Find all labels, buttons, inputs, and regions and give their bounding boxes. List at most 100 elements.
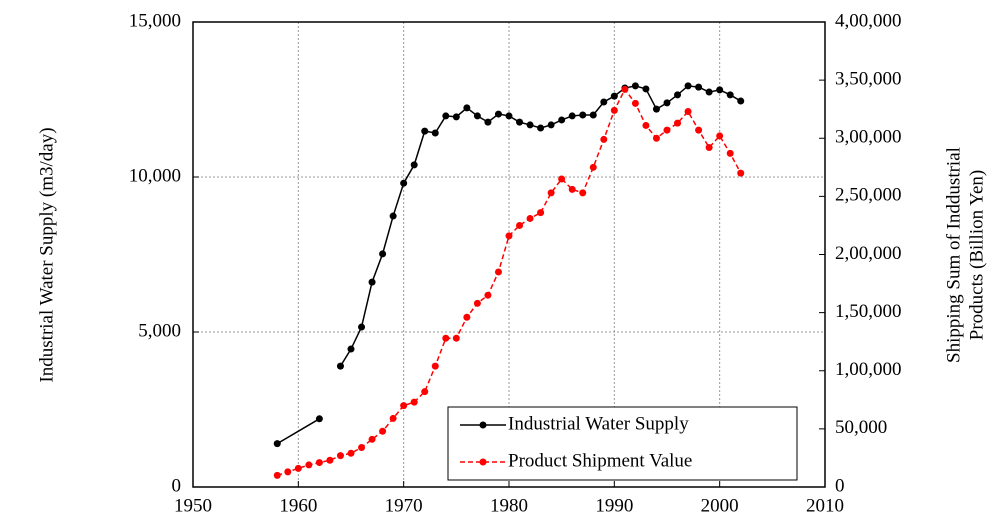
data-point xyxy=(400,179,408,187)
data-point xyxy=(315,459,323,467)
plot-frame xyxy=(192,21,826,488)
data-point xyxy=(705,88,713,96)
data-point xyxy=(473,299,481,307)
data-point xyxy=(600,98,608,106)
data-point xyxy=(716,132,724,140)
data-point xyxy=(663,126,671,134)
data-point xyxy=(379,250,387,258)
data-point xyxy=(516,221,524,229)
data-point xyxy=(347,345,355,353)
data-point xyxy=(273,471,281,479)
data-point xyxy=(726,91,734,99)
data-point xyxy=(674,119,682,127)
data-point xyxy=(526,121,534,129)
data-point xyxy=(442,334,450,342)
y-tick-label: 10,000 xyxy=(129,165,181,186)
data-point xyxy=(410,161,418,169)
y2-tick-label: 1,00,000 xyxy=(835,359,902,380)
data-point xyxy=(336,362,344,370)
data-point xyxy=(610,106,618,114)
legend-marker xyxy=(479,421,487,429)
data-point xyxy=(652,105,660,113)
x-tick-label: 1990 xyxy=(595,495,633,516)
data-point xyxy=(463,104,471,112)
data-point xyxy=(452,113,460,121)
data-point xyxy=(273,440,281,448)
data-point xyxy=(537,124,545,132)
data-point xyxy=(674,91,682,99)
data-point xyxy=(463,313,471,321)
data-point xyxy=(358,443,366,451)
data-point xyxy=(326,456,334,464)
data-point xyxy=(579,189,587,197)
y2-tick-label: 2,00,000 xyxy=(835,243,902,264)
data-point xyxy=(726,149,734,157)
data-point xyxy=(589,111,597,119)
legend-label: Product Shipment Value xyxy=(508,450,692,471)
y2-tick-label: 3,00,000 xyxy=(835,127,902,148)
y-tick-label: 15,000 xyxy=(129,10,181,31)
data-point xyxy=(421,388,429,396)
legend-box xyxy=(447,406,798,481)
data-point xyxy=(516,118,524,126)
data-point xyxy=(410,398,418,406)
data-point xyxy=(568,185,576,193)
data-point xyxy=(494,110,502,118)
data-point xyxy=(484,291,492,299)
data-point xyxy=(737,97,745,105)
data-point xyxy=(473,112,481,120)
data-point xyxy=(294,464,302,472)
data-point xyxy=(379,427,387,435)
y2-axis-label: Products (Billion Yen) xyxy=(966,170,987,341)
data-point xyxy=(716,86,724,94)
data-point xyxy=(494,268,502,276)
y2-tick-label: 50,000 xyxy=(835,417,887,438)
data-point xyxy=(452,334,460,342)
data-point xyxy=(695,83,703,91)
data-point xyxy=(589,163,597,171)
data-point xyxy=(347,449,355,457)
data-point xyxy=(431,362,439,370)
data-point xyxy=(621,85,629,93)
x-tick-label: 2010 xyxy=(806,495,844,516)
data-point xyxy=(358,323,366,331)
data-point xyxy=(336,452,344,460)
data-point xyxy=(610,92,618,100)
data-point xyxy=(526,214,534,222)
y2-axis-label: Shipping Sum of Inddustrial xyxy=(943,147,964,363)
data-point xyxy=(442,112,450,120)
data-point xyxy=(547,189,555,197)
data-point xyxy=(368,435,376,443)
y2-tick-label: 1,50,000 xyxy=(835,301,902,322)
data-point xyxy=(642,121,650,129)
data-point xyxy=(631,82,639,90)
data-point xyxy=(684,82,692,90)
data-point xyxy=(547,121,555,129)
y-axis-label: Industrial Water Supply (m3/day) xyxy=(36,127,57,382)
data-point xyxy=(305,461,313,469)
y-tick-label: 5,000 xyxy=(138,320,181,341)
data-point xyxy=(579,111,587,119)
legend-label: Industrial Water Supply xyxy=(508,413,689,434)
data-point xyxy=(389,414,397,422)
data-point xyxy=(568,112,576,120)
data-point xyxy=(400,402,408,410)
data-point xyxy=(663,99,671,107)
data-point xyxy=(315,415,323,423)
data-point xyxy=(368,278,376,286)
y2-tick-label: 2,50,000 xyxy=(835,185,902,206)
x-tick-label: 1980 xyxy=(490,495,528,516)
data-point xyxy=(705,144,713,152)
data-point xyxy=(558,116,566,124)
x-tick-label: 2000 xyxy=(701,495,739,516)
legend-marker xyxy=(479,458,487,466)
data-point xyxy=(389,212,397,220)
data-point xyxy=(505,112,513,120)
data-point xyxy=(737,169,745,177)
data-point xyxy=(537,209,545,217)
y2-tick-label: 3,50,000 xyxy=(835,68,902,89)
data-point xyxy=(421,127,429,135)
data-point xyxy=(684,108,692,116)
data-point xyxy=(652,134,660,142)
data-point xyxy=(642,85,650,93)
